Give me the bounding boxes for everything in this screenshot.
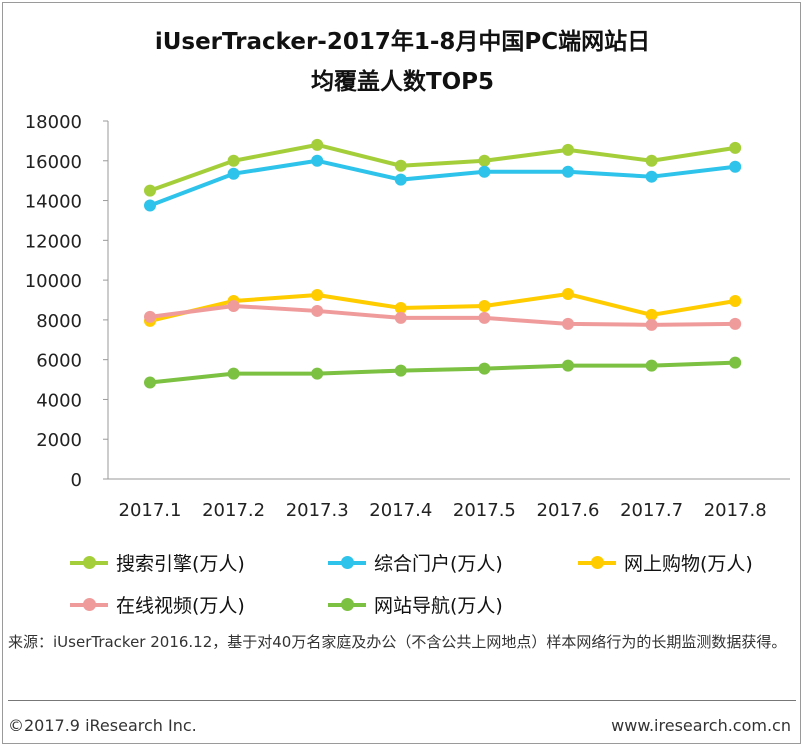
legend-label: 在线视频(万人) (116, 595, 245, 617)
series-line-1 (149, 142, 736, 193)
data-point (311, 367, 324, 380)
data-point (562, 317, 574, 330)
y-tick-label: 2000 (36, 430, 82, 451)
legend-label: 网站导航(万人) (374, 595, 503, 617)
data-point (478, 165, 491, 178)
copyright-text: ©2017.9 iResearch Inc. (8, 716, 197, 735)
y-tick-label: 6000 (36, 351, 82, 372)
data-point (144, 376, 156, 389)
data-point (562, 359, 574, 372)
data-point (478, 299, 491, 312)
data-point (144, 184, 156, 197)
x-tick-label: 2017.4 (369, 500, 432, 521)
data-point (394, 364, 407, 377)
series-line-5 (149, 360, 736, 385)
series-line-2 (149, 158, 736, 208)
source-note: 来源：iUserTracker 2016.12，基于对40万名家庭及办公（不含公… (8, 633, 787, 651)
legend-swatch (70, 597, 108, 611)
data-point (729, 356, 742, 369)
x-tick-label: 2017.3 (286, 500, 349, 521)
data-point (645, 318, 658, 331)
footer-divider (8, 700, 796, 701)
chart-title-line2: 均覆盖人数TOP5 (310, 69, 495, 95)
data-point (311, 304, 324, 317)
data-point (144, 199, 156, 212)
series-line-4 (149, 303, 736, 327)
y-tick-label: 18000 (25, 112, 82, 133)
x-tick-label: 2017.5 (453, 500, 516, 521)
y-tick-label: 8000 (36, 311, 82, 332)
y-tick-label: 4000 (36, 390, 82, 411)
data-point (227, 167, 240, 180)
series-line-3 (149, 292, 736, 323)
y-tick-label: 12000 (25, 231, 82, 252)
legend-item: 搜索引擎(万人) (70, 549, 245, 576)
data-point (478, 311, 491, 324)
data-point (227, 299, 240, 312)
data-point (645, 170, 658, 183)
y-tick-label: 14000 (25, 192, 82, 213)
data-point (394, 159, 407, 172)
data-point (729, 317, 742, 330)
data-point (478, 154, 491, 167)
data-point (311, 154, 324, 167)
y-tick-label: 0 (71, 470, 82, 491)
legend-item: 网站导航(万人) (328, 591, 503, 618)
legend-item: 在线视频(万人) (70, 591, 245, 618)
data-point (729, 141, 742, 154)
legend-label: 网上购物(万人) (624, 553, 753, 575)
data-point (562, 165, 574, 178)
data-point (729, 294, 742, 307)
x-tick-label: 2017.6 (537, 500, 600, 521)
legend-label: 搜索引擎(万人) (116, 553, 245, 575)
data-point (311, 138, 324, 151)
data-point (394, 311, 407, 324)
data-point (227, 154, 240, 167)
data-point (645, 308, 658, 321)
legend-item: 网上购物(万人) (578, 549, 753, 576)
y-tick-label: 10000 (25, 271, 82, 292)
x-tick-label: 2017.7 (620, 500, 683, 521)
data-point (144, 310, 156, 323)
website-text: www.iresearch.com.cn (611, 716, 791, 735)
legend-swatch (578, 555, 616, 569)
data-point (311, 289, 324, 302)
data-point (645, 154, 658, 167)
x-tick-label: 2017.2 (202, 500, 265, 521)
data-point (478, 362, 491, 375)
x-tick-label: 2017.8 (704, 500, 767, 521)
data-point (562, 143, 574, 156)
chart-title-line1: iUserTracker-2017年1-8月中国PC端网站日 (154, 29, 651, 55)
data-point (227, 367, 240, 380)
legend-swatch (328, 597, 366, 611)
legend-swatch (328, 555, 366, 569)
data-point (394, 301, 407, 314)
legend-item: 综合门户(万人) (328, 549, 503, 576)
legend-swatch (70, 555, 108, 569)
y-tick-label: 16000 (25, 152, 82, 173)
data-point (729, 160, 742, 173)
data-point (562, 288, 574, 301)
x-tick-label: 2017.1 (119, 500, 182, 521)
data-point (394, 173, 407, 186)
legend-label: 综合门户(万人) (374, 553, 503, 575)
data-point (645, 359, 658, 372)
